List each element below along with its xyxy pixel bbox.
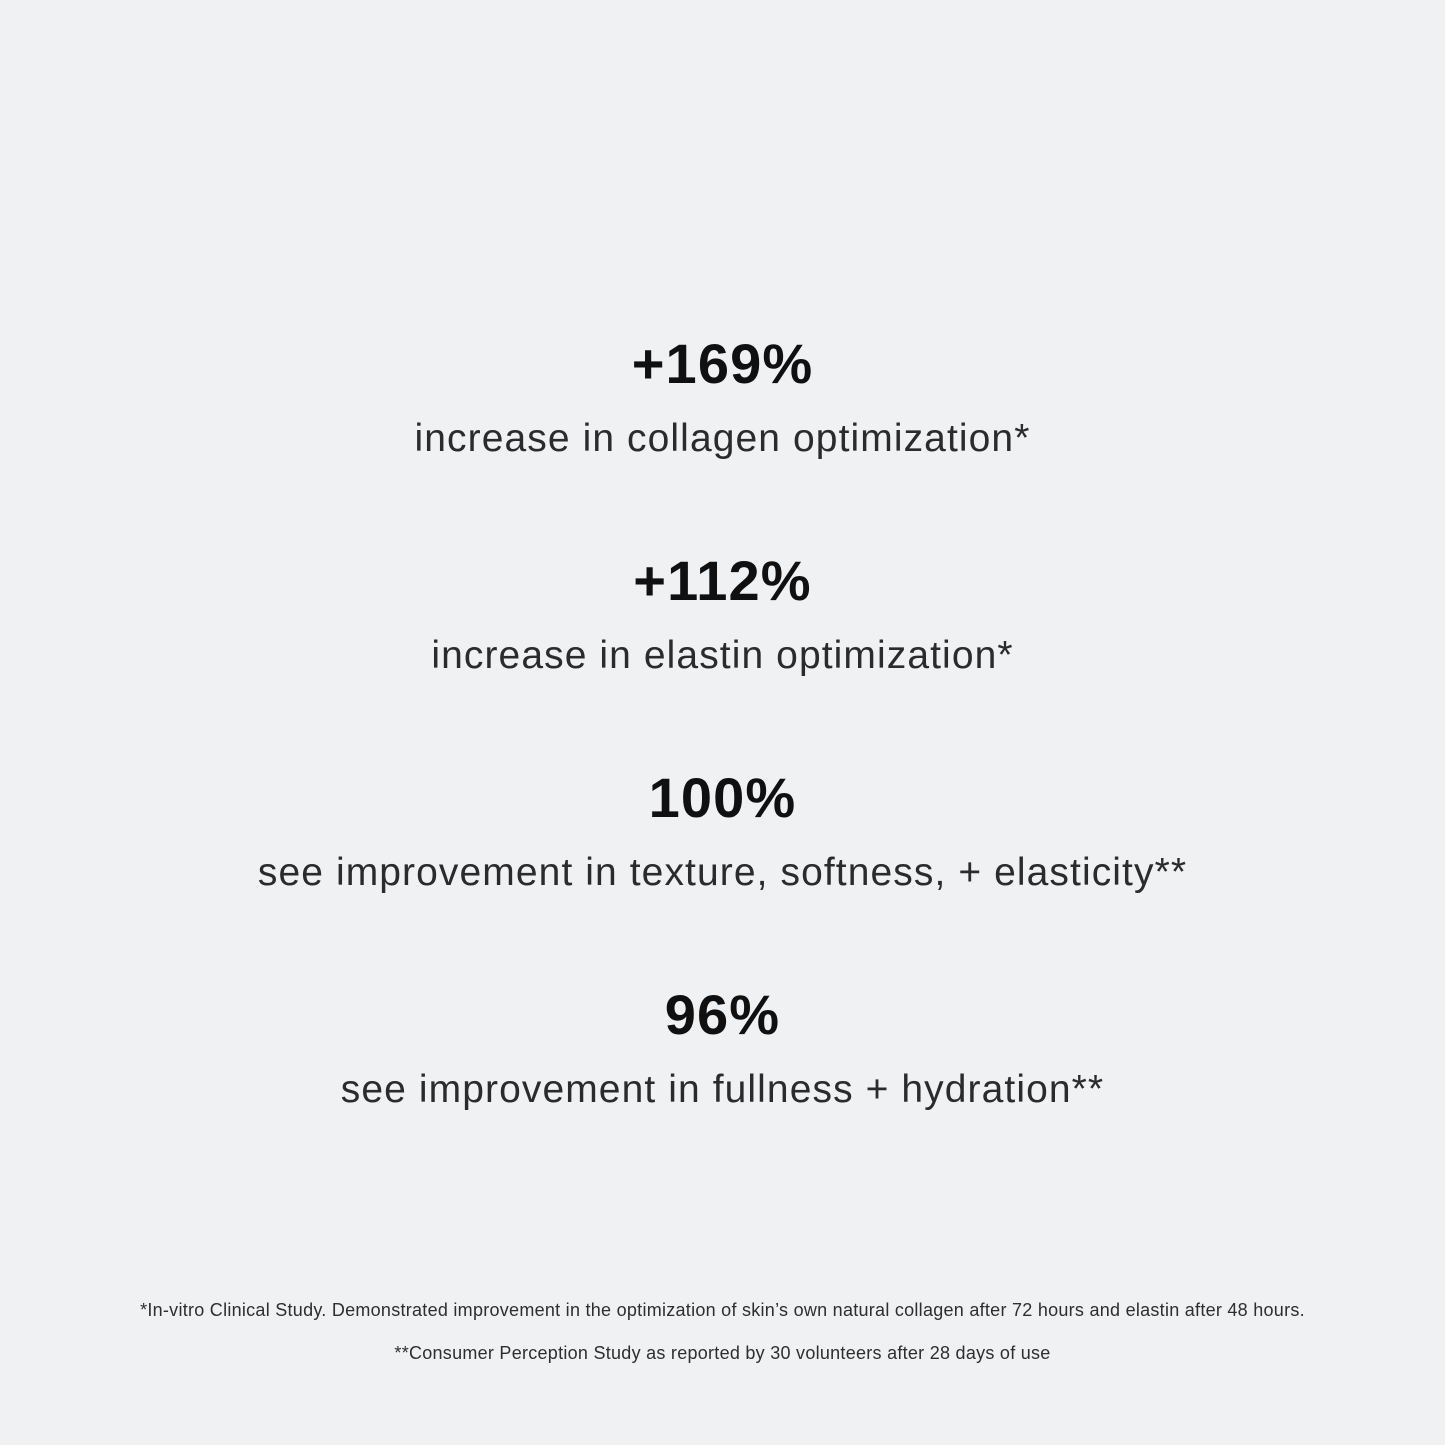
stat-value-collagen: +169% xyxy=(631,332,814,395)
stat-label-fullness: see improvement in fullness + hydration*… xyxy=(340,1068,1105,1111)
stat-value-texture: 100% xyxy=(648,766,797,829)
stat-label-texture: see improvement in texture, softness, + … xyxy=(257,851,1188,894)
footnote-consumer-study: **Consumer Perception Study as reported … xyxy=(394,1343,1051,1363)
stat-item-collagen: +169% increase in collagen optimization* xyxy=(0,330,1445,462)
stat-item-elastin: +112% increase in elastin optimization* xyxy=(0,547,1445,679)
footnote-clinical-study: *In-vitro Clinical Study. Demonstrated i… xyxy=(140,1300,1305,1320)
stat-label-elastin: increase in elastin optimization* xyxy=(431,634,1014,677)
stat-label-collagen: increase in collagen optimization* xyxy=(414,417,1031,460)
stat-value-fullness: 96% xyxy=(664,983,781,1046)
stat-value-elastin: +112% xyxy=(633,549,812,612)
stat-item-fullness: 96% see improvement in fullness + hydrat… xyxy=(0,981,1445,1113)
stat-item-texture: 100% see improvement in texture, softnes… xyxy=(0,764,1445,896)
